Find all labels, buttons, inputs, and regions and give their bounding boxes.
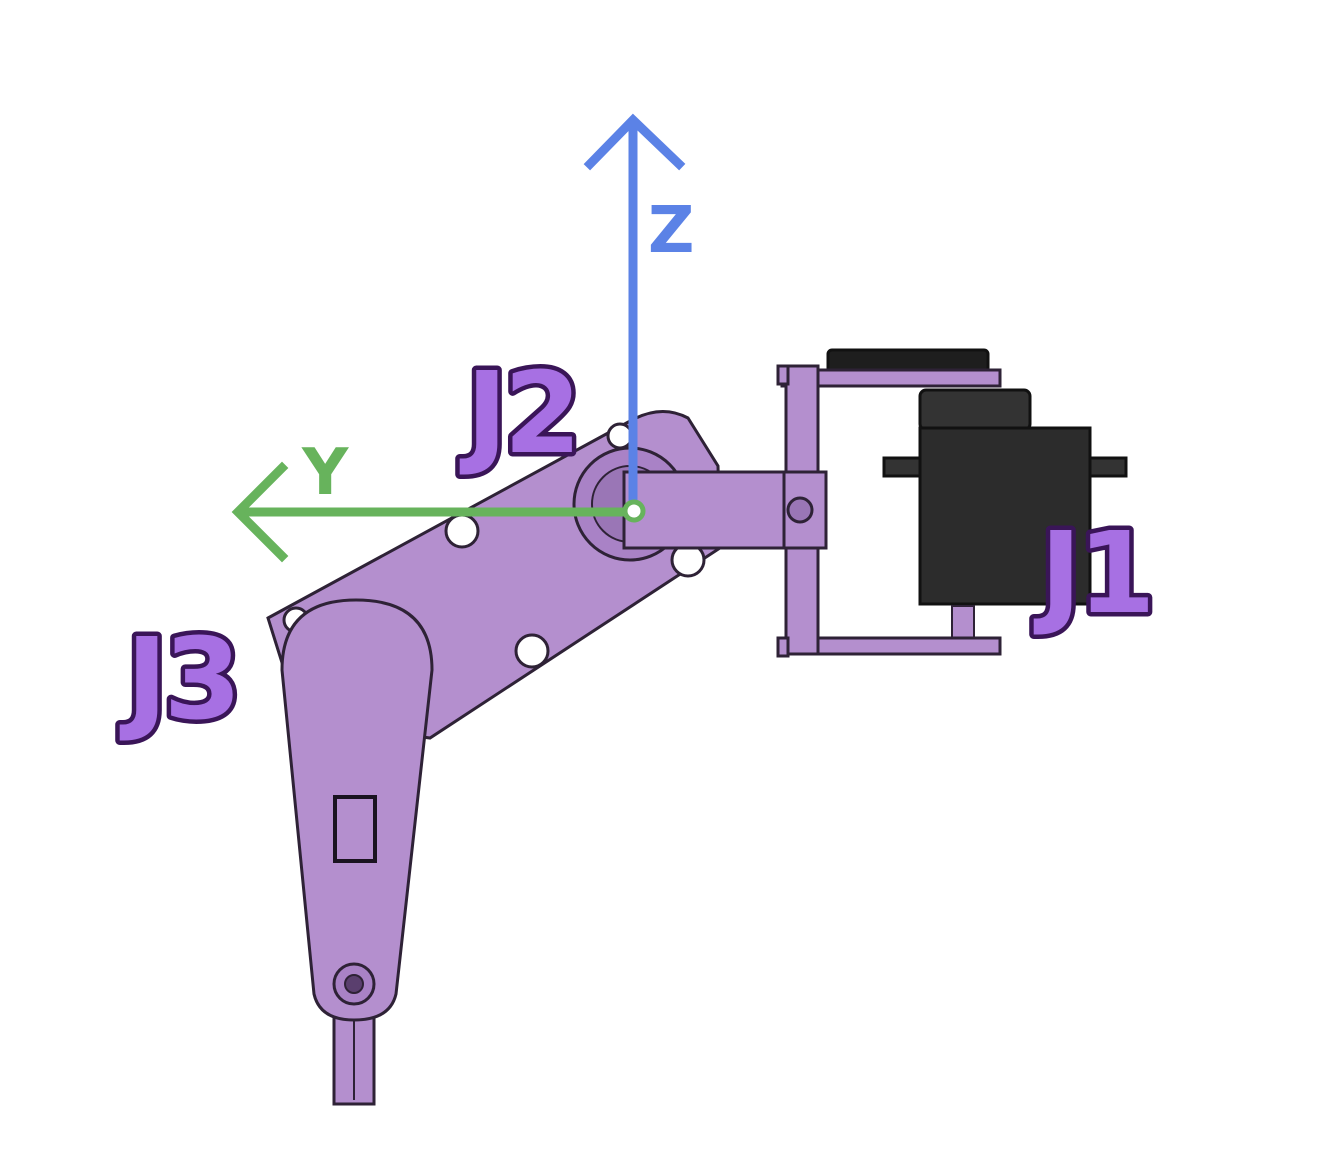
j2-label: J2: [459, 349, 578, 479]
y-axis-label: Y: [301, 436, 349, 510]
origin-marker: [622, 499, 646, 523]
bracket-pin-bottom: [776, 636, 790, 658]
mount-hole: [606, 422, 634, 450]
z-axis-arrowhead: [583, 113, 686, 171]
bracket-pin-top: [776, 364, 790, 386]
servo-bottom-shaft: [951, 605, 975, 641]
mount-hole: [514, 633, 550, 669]
z-axis: Z: [583, 113, 694, 510]
y-axis: Y: [231, 436, 646, 563]
forearm-end-hole-inner: [344, 974, 364, 994]
servo-gear-cap: [918, 388, 1032, 432]
bracket-upright-top: [784, 364, 820, 478]
mount-hole: [444, 513, 480, 549]
servo-bracket: [768, 364, 1002, 658]
forearm-link: [280, 598, 434, 1106]
forearm-slot: [333, 795, 377, 863]
y-axis-arrowhead: [231, 461, 289, 563]
servo-body: [918, 426, 1092, 606]
bracket-hinge-hole: [786, 496, 814, 524]
servo-mount-tab-left: [882, 456, 926, 478]
z-axis-label: Z: [648, 194, 694, 268]
servo-motor: [826, 348, 1128, 641]
j1-label: J1: [1033, 509, 1152, 639]
bracket-upright-bottom: [784, 540, 820, 656]
shoulder-link: [622, 470, 786, 550]
j3-label: J3: [119, 615, 238, 745]
